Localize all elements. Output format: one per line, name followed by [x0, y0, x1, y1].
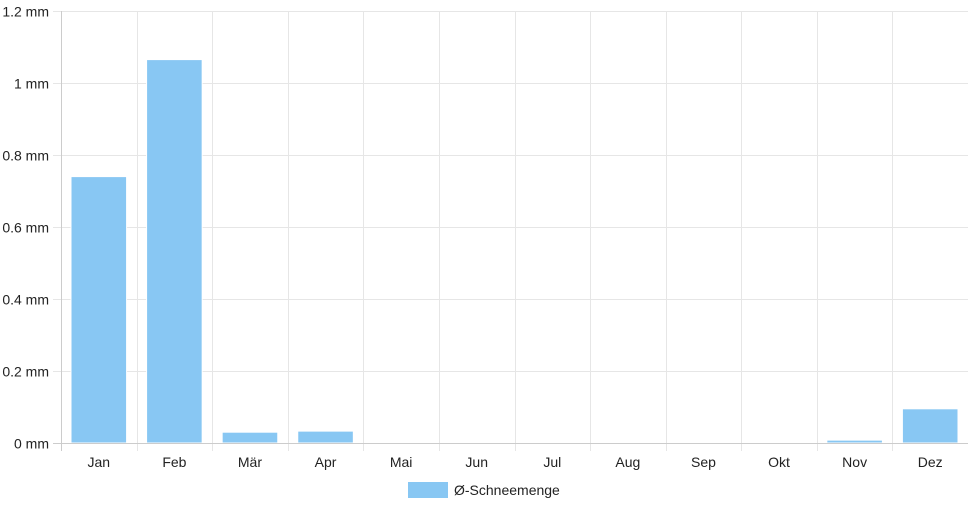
x-tick-label: Feb	[162, 454, 186, 470]
x-tick-label: Apr	[315, 454, 337, 470]
x-tick-label: Aug	[615, 454, 640, 470]
y-axis-tick-labels: 0 mm 0.2 mm 0.4 mm 0.6 mm 0.8 mm 1 mm 1.2 mm	[2, 4, 49, 452]
x-axis-tick-labels: Jan Feb Mär Apr Mai Jun Jul Aug Sep Okt Nov Dez	[88, 454, 943, 470]
x-tick-label: Dez	[918, 454, 943, 470]
x-tick-label: Jul	[543, 454, 561, 470]
y-tick-label: 0.6 mm	[2, 220, 49, 236]
legend-label: Ø-Schneemenge	[454, 482, 560, 498]
x-tick-label: Okt	[768, 454, 790, 470]
legend-swatch	[408, 482, 448, 498]
y-tick-label: 1.2 mm	[2, 4, 49, 20]
bar-jan[interactable]	[70, 176, 128, 444]
bar-feb[interactable]	[146, 59, 203, 444]
bar-nov[interactable]	[826, 439, 883, 444]
bar-dez[interactable]	[901, 408, 959, 444]
grid-lines	[53, 11, 968, 451]
y-tick-label: 0 mm	[14, 436, 49, 452]
bar-mär[interactable]	[221, 431, 279, 444]
x-tick-label: Sep	[691, 454, 716, 470]
y-tick-label: 0.2 mm	[2, 364, 49, 380]
x-tick-label: Mai	[390, 454, 413, 470]
y-tick-label: 0.8 mm	[2, 148, 49, 164]
bar-apr[interactable]	[297, 430, 354, 444]
x-tick-label: Nov	[842, 454, 867, 470]
legend[interactable]: Ø-Schneemenge	[408, 480, 560, 500]
bars	[70, 59, 959, 444]
y-tick-label: 1 mm	[14, 76, 49, 92]
axes	[53, 11, 968, 451]
y-tick-label: 0.4 mm	[2, 292, 49, 308]
x-tick-label: Jan	[88, 454, 111, 470]
x-tick-label: Jun	[465, 454, 488, 470]
x-tick-label: Mär	[238, 454, 262, 470]
